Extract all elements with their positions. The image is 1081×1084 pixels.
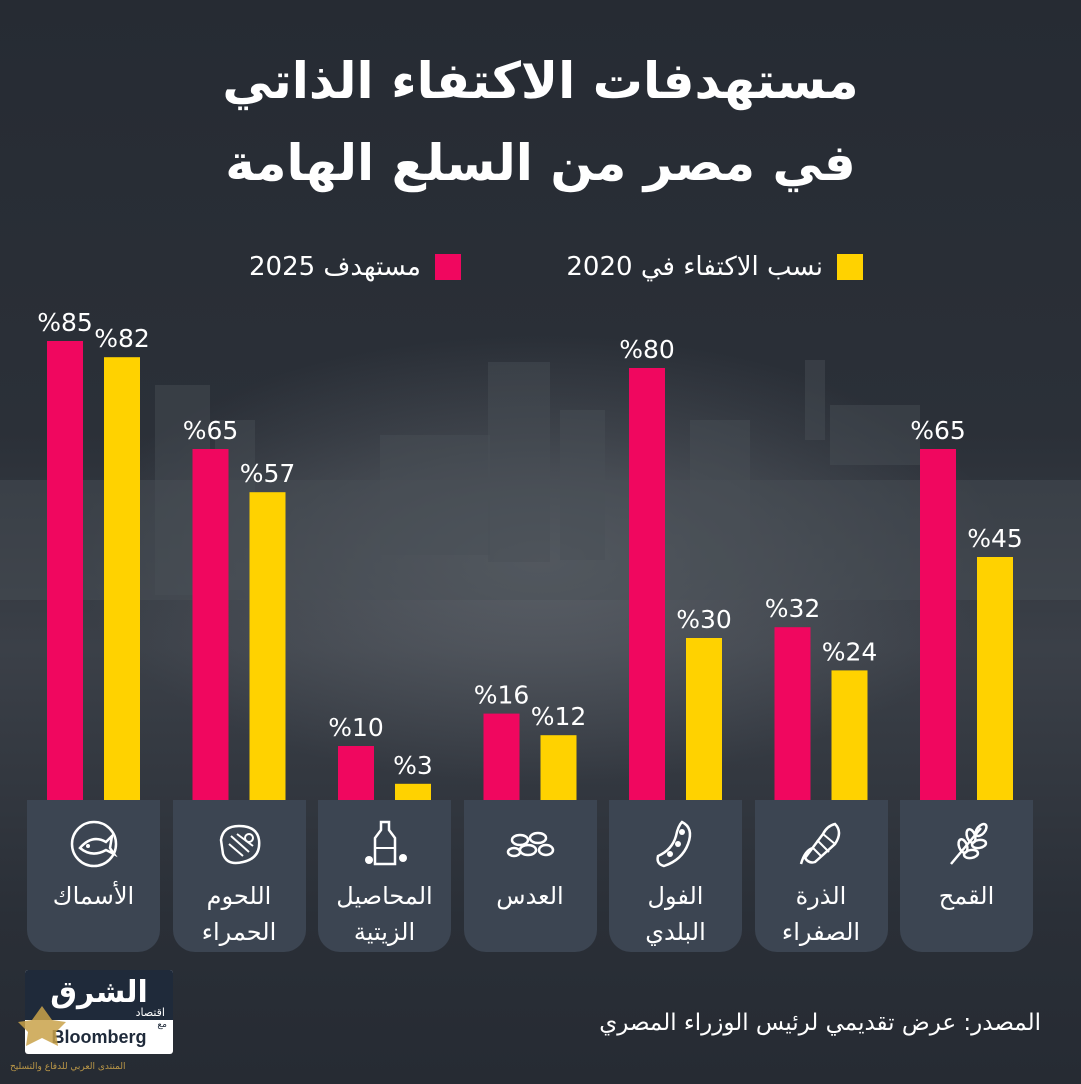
corn-icon <box>795 818 847 870</box>
category-card-5: الذرة الصفراء <box>754 800 888 952</box>
bar-target-2025-5 <box>774 627 811 800</box>
fava-bean-icon <box>650 818 702 870</box>
bar-target-2025-1 <box>192 449 229 800</box>
lentils-icon <box>504 818 556 870</box>
bar-current-2020-2 <box>395 783 431 800</box>
bar-current-2020-4 <box>686 638 722 800</box>
logo-with-text: مع <box>157 1020 167 1030</box>
oil-bottle-icon <box>359 818 411 870</box>
legend-item-2020: نسب الاكتفاء في 2020 <box>566 252 863 282</box>
chart-title-line-1: مستهدفات الاكتفاء الذاتي <box>222 52 859 110</box>
watermark-text: المنتدى العربي للدفاع والتسليح <box>10 1062 126 1072</box>
category-label-3: العدس <box>496 882 564 910</box>
value-label-2020-3: %12 <box>531 702 587 731</box>
bar-target-2025-3 <box>483 713 520 800</box>
legend-label-2025: مستهدف 2025 <box>249 252 421 282</box>
asharq-bloomberg-logo: الشرق اقتصاد مع Bloomberg <box>25 970 173 1054</box>
fish-icon <box>68 818 120 870</box>
value-label-2025-6: %65 <box>910 416 966 445</box>
steak-icon <box>213 818 265 870</box>
category-card-4: الفول البلدي <box>609 800 742 952</box>
value-label-2020-4: %30 <box>676 605 732 634</box>
bar-current-2020-3 <box>540 735 577 800</box>
logo-main-text: الشرق <box>25 970 173 1020</box>
category-label-2: المحاصيل الزيتية <box>336 882 433 946</box>
value-label-2025-0: %85 <box>37 308 93 337</box>
source-note: المصدر: عرض تقديمي لرئيس الوزراء المصري <box>599 1010 1041 1036</box>
chart-title-line-2: في مصر من السلع الهامة <box>225 134 856 192</box>
value-label-2025-4: %80 <box>619 335 675 364</box>
bar-current-2020-1 <box>249 492 286 800</box>
value-label-2020-2: %3 <box>393 751 433 780</box>
category-card-1: اللحوم الحمراء <box>172 800 306 952</box>
value-label-2020-0: %82 <box>94 324 150 353</box>
category-label-6: القمح <box>938 882 995 910</box>
category-card-2: المحاصيل الزيتية <box>318 800 451 952</box>
value-label-2025-3: %16 <box>474 681 530 710</box>
bar-target-2025-4 <box>629 368 665 800</box>
category-card-3: العدس <box>463 800 597 952</box>
bar-target-2025-0 <box>47 341 83 800</box>
legend-swatch-2020 <box>837 254 863 280</box>
legend-label-2020: نسب الاكتفاء في 2020 <box>566 252 823 282</box>
bar-current-2020-6 <box>977 557 1013 800</box>
value-label-2025-2: %10 <box>328 713 384 742</box>
value-label-2020-5: %24 <box>822 637 878 666</box>
bar-target-2025-6 <box>920 449 956 800</box>
logo-partner-text: Bloomberg <box>51 1027 147 1047</box>
category-label-1: اللحوم الحمراء <box>201 882 277 946</box>
category-card-0: الأسماك <box>27 800 160 952</box>
logo-sub-text: اقتصاد <box>135 1006 165 1019</box>
value-label-2020-6: %45 <box>967 524 1023 553</box>
value-label-2020-1: %57 <box>240 459 296 488</box>
value-label-2025-5: %32 <box>765 594 821 623</box>
value-label-2025-1: %65 <box>183 416 239 445</box>
legend-item-2025: مستهدف 2025 <box>249 252 461 282</box>
wheat-icon <box>941 818 993 870</box>
bar-current-2020-0 <box>104 357 140 800</box>
bar-target-2025-2 <box>338 746 374 800</box>
forum-emblem-icon <box>18 1006 66 1046</box>
category-label-4: الفول البلدي <box>645 882 706 946</box>
category-card-6: القمح <box>900 800 1033 952</box>
bar-current-2020-5 <box>831 670 868 800</box>
category-label-0: الأسماك <box>52 882 135 910</box>
category-label-5: الذرة الصفراء <box>781 882 861 946</box>
legend-swatch-2025 <box>435 254 461 280</box>
